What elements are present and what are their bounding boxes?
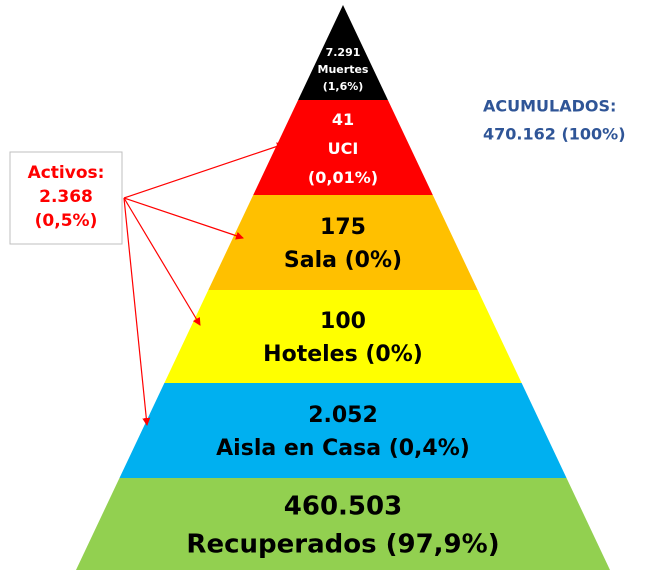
level-band: [253, 100, 433, 195]
acumulados-line: 470.162 (100%): [483, 125, 626, 144]
level-band: [298, 5, 388, 100]
level-text: 100: [320, 309, 366, 334]
level-text: 175: [320, 215, 366, 240]
acumulados-line: ACUMULADOS:: [483, 97, 616, 116]
level-text: Recuperados (97,9%): [186, 530, 499, 560]
arrow: [123, 197, 244, 240]
level-text: (0,01%): [308, 168, 378, 187]
acumulados-label: ACUMULADOS: 470.162 (100%): [483, 97, 626, 144]
level-text: Hoteles (0%): [263, 342, 423, 367]
arrow: [123, 142, 285, 199]
level-text: 460.503: [284, 492, 402, 522]
arrow: [123, 197, 151, 426]
level-band: [164, 290, 522, 383]
arrow: [123, 197, 201, 326]
activos-arrows: [123, 142, 285, 426]
activos-line: 2.368: [39, 187, 93, 207]
level-band: [119, 383, 567, 478]
level-text: Muertes: [318, 63, 369, 76]
level-text: (1,6%): [323, 80, 364, 93]
activos-label: Activos: 2.368 (0,5%): [28, 163, 105, 231]
activos-line: Activos:: [28, 163, 105, 183]
level-band: [208, 195, 478, 290]
level-text: 41: [332, 110, 354, 129]
activos-box: [9, 151, 123, 245]
level-text: 2.052: [308, 403, 378, 428]
activos-line: (0,5%): [35, 211, 98, 231]
level-text: UCI: [328, 139, 359, 158]
level-text: Sala (0%): [284, 248, 402, 273]
level-text: Aisla en Casa (0,4%): [216, 436, 470, 461]
level-text: 7.291: [326, 46, 361, 59]
levels: 7.291 Muertes (1,6%) 41 UCI (0,01%) 175 Sala (0…: [76, 5, 610, 570]
level-band: [76, 478, 610, 570]
